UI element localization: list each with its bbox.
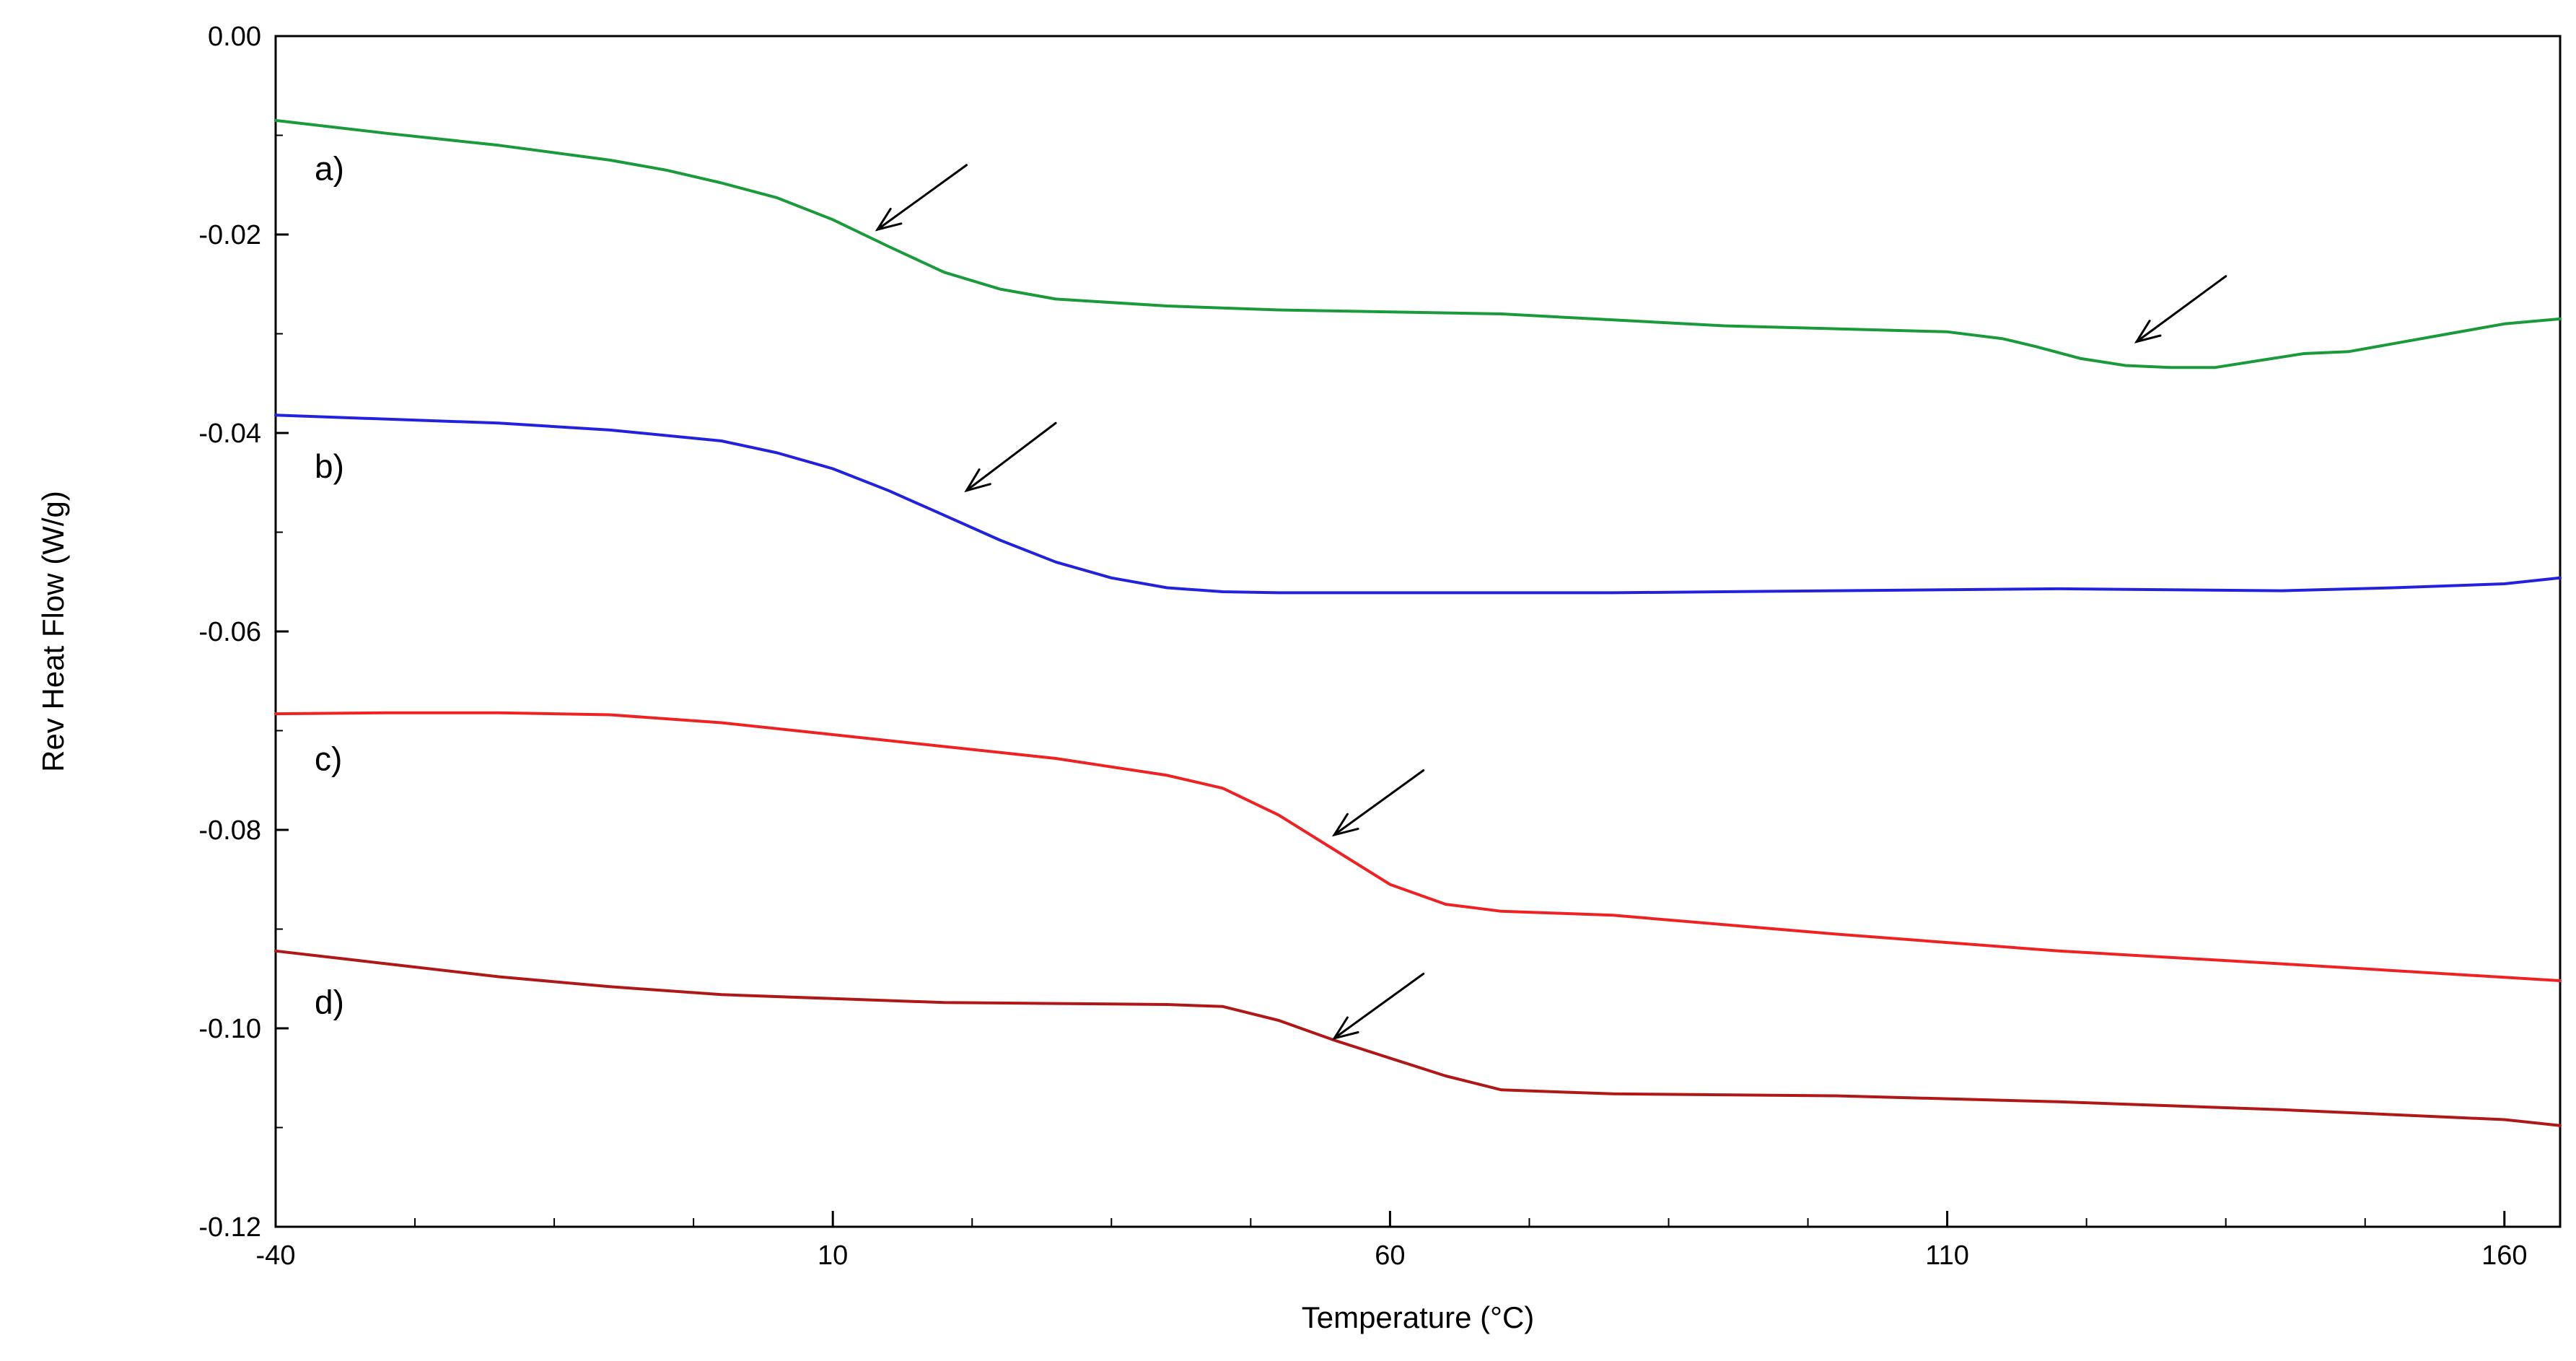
arrow-shaft	[1333, 972, 1425, 1040]
arrow-annotation	[964, 421, 1057, 493]
x-axis-title: Temperature (°C)	[1302, 1300, 1535, 1334]
arrow-head	[2134, 320, 2162, 343]
arrow-head	[1331, 1016, 1359, 1041]
x-tick-label: 10	[818, 1240, 848, 1271]
x-tick-label: -40	[256, 1240, 296, 1271]
arrow-shaft	[965, 421, 1057, 492]
x-tick-label: 60	[1375, 1240, 1405, 1271]
arrow-annotation	[875, 164, 968, 232]
arrow-shaft	[2135, 275, 2227, 343]
arrow-annotation	[1331, 769, 1425, 837]
plot-frame	[274, 35, 2562, 1228]
arrow-annotation	[1331, 972, 1425, 1041]
y-axis-title: Rev Heat Flow (W/g)	[36, 491, 70, 772]
arrow-head	[964, 468, 991, 493]
curve-label-d: d)	[315, 983, 344, 1020]
y-tick-label: 0.00	[208, 22, 261, 52]
x-tick-label: 160	[2481, 1240, 2527, 1271]
curve-label-c: c)	[315, 740, 342, 778]
x-tick-label: 110	[1925, 1240, 1969, 1271]
y-tick-label: -0.08	[198, 815, 261, 846]
text-labels: Temperature (°C) Rev Heat Flow (W/g) a) b…	[36, 149, 1534, 1334]
series-line-d	[274, 949, 2562, 1127]
arrow-annotations	[875, 164, 2227, 1041]
y-tick-label: -0.04	[198, 419, 261, 449]
y-tick-label: -0.02	[198, 220, 261, 250]
series-lines	[274, 118, 2562, 1127]
axis-ticks: 0.00 -0.02 -0.04 -0.06 -0.08 -0.10 -0.12-40 10 6…	[198, 22, 2527, 1271]
arrow-head	[1331, 813, 1359, 837]
arrow-shaft	[876, 164, 968, 231]
y-tick-label: -0.06	[198, 617, 261, 647]
y-tick-label: -0.10	[198, 1014, 261, 1044]
series-line-a	[274, 118, 2562, 369]
y-tick-label: -0.12	[198, 1212, 261, 1243]
arrow-shaft	[1333, 769, 1425, 836]
plot-axes	[274, 35, 2562, 1228]
series-line-c	[274, 711, 2562, 982]
arrow-head	[875, 207, 903, 232]
arrow-annotation	[2134, 275, 2227, 343]
series-line-b	[274, 413, 2562, 595]
curve-label-b: b)	[315, 447, 344, 485]
curve-label-a: a)	[315, 149, 344, 187]
